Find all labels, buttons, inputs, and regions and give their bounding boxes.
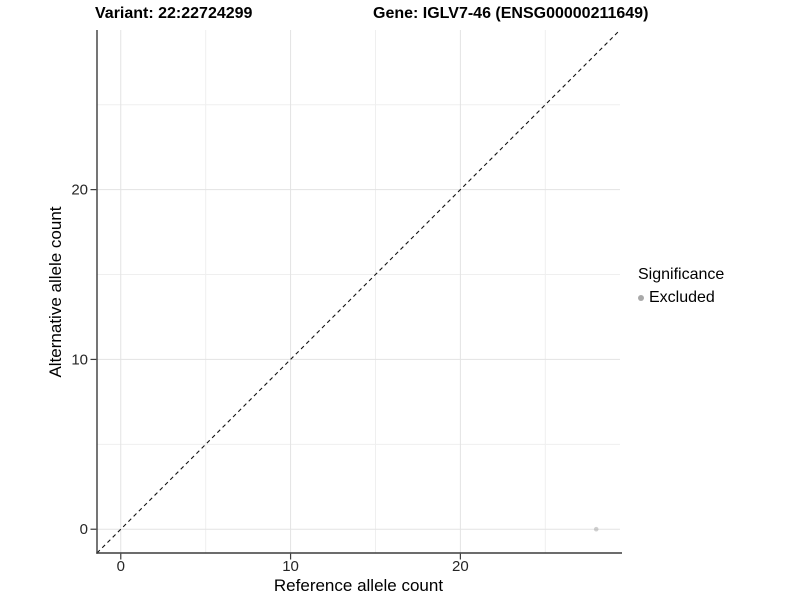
- x-tick-label: 10: [282, 558, 299, 575]
- gene-title: Gene: IGLV7-46 (ENSG00000211649): [373, 5, 649, 22]
- legend: Significance Excluded: [638, 264, 724, 307]
- y-tick-label: 20: [71, 182, 88, 199]
- y-tick-label: 10: [71, 351, 88, 368]
- legend-item-excluded: Excluded: [638, 289, 724, 307]
- data-point: [593, 526, 599, 532]
- identity-dashed-line: [96, 29, 621, 554]
- y-tick-label: 0: [80, 521, 88, 538]
- x-tick-label: 0: [117, 558, 125, 575]
- x-axis-title: Reference allele count: [273, 576, 444, 595]
- y-axis-title: Alternative allele count: [46, 206, 65, 378]
- x-tick-label: 20: [452, 558, 469, 575]
- legend-key-dot-icon: [638, 295, 644, 301]
- legend-item-label: Excluded: [649, 289, 715, 306]
- legend-title: Significance: [638, 266, 725, 283]
- variant-title: Variant: 22:22724299: [95, 5, 253, 22]
